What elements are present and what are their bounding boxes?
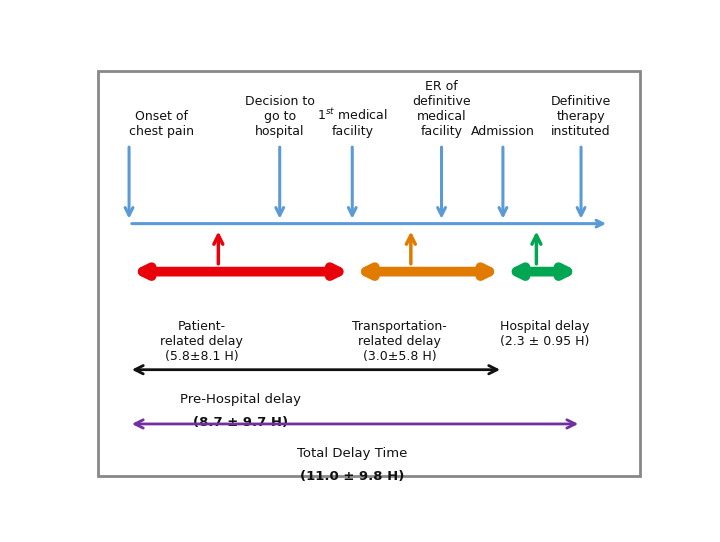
Text: Transportation-
related delay
(3.0±5.8 H): Transportation- related delay (3.0±5.8 H… bbox=[352, 320, 447, 363]
Text: Definitive
therapy
instituted: Definitive therapy instituted bbox=[551, 95, 611, 138]
Text: Total Delay Time: Total Delay Time bbox=[297, 447, 408, 460]
Text: ER of
definitive
medical
facility: ER of definitive medical facility bbox=[413, 80, 471, 138]
Text: Admission: Admission bbox=[471, 125, 535, 138]
Text: Pre-Hospital delay: Pre-Hospital delay bbox=[180, 392, 301, 405]
Text: Patient-
related delay
(5.8±8.1 H): Patient- related delay (5.8±8.1 H) bbox=[160, 320, 243, 363]
Text: (8.7 ± 9.7 H): (8.7 ± 9.7 H) bbox=[193, 416, 288, 429]
FancyBboxPatch shape bbox=[99, 72, 639, 476]
Text: Hospital delay
(2.3 ± 0.95 H): Hospital delay (2.3 ± 0.95 H) bbox=[500, 320, 590, 347]
Text: Onset of
chest pain: Onset of chest pain bbox=[129, 110, 194, 138]
Text: 1$^{st}$ medical
facility: 1$^{st}$ medical facility bbox=[317, 107, 387, 138]
Text: Decision to
go to
hospital: Decision to go to hospital bbox=[245, 95, 315, 138]
Text: (11.0 ± 9.8 H): (11.0 ± 9.8 H) bbox=[300, 470, 405, 483]
